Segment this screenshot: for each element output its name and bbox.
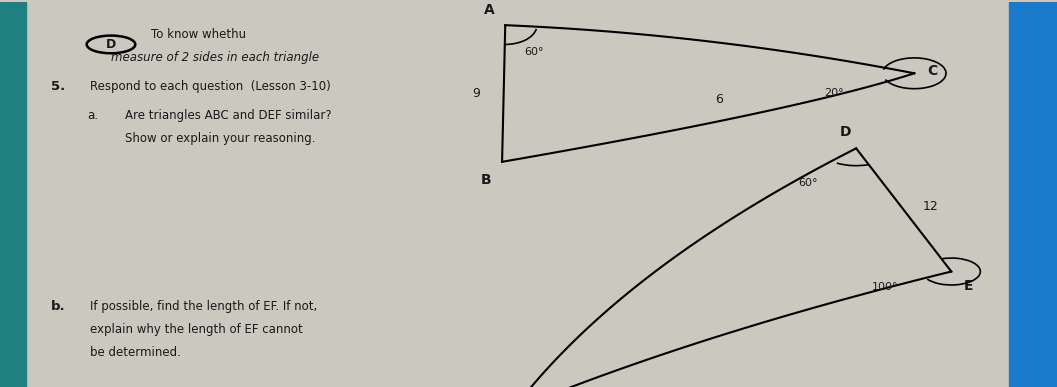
Text: b.: b. [51, 300, 66, 313]
Bar [1009, 2, 1057, 387]
Text: 20°: 20° [824, 87, 845, 98]
Text: measure of 2 sides in each triangle: measure of 2 sides in each triangle [111, 51, 319, 64]
Text: 60°: 60° [798, 178, 817, 188]
Text: Show or explain your reasoning.: Show or explain your reasoning. [125, 132, 315, 145]
Text: explain why the length of EF cannot: explain why the length of EF cannot [90, 323, 302, 336]
Text: D: D [839, 125, 851, 139]
Text: 5.: 5. [51, 80, 64, 93]
Text: D: D [106, 38, 116, 51]
Text: E: E [964, 279, 973, 293]
Text: A: A [484, 3, 495, 17]
Text: 9: 9 [472, 87, 480, 100]
Text: If possible, find the length of EF. If not,: If possible, find the length of EF. If n… [90, 300, 317, 313]
Bar [0, 2, 26, 387]
Text: C: C [927, 64, 938, 78]
Text: 60°: 60° [524, 47, 543, 57]
Text: Respond to each question  (Lesson 3-10): Respond to each question (Lesson 3-10) [90, 80, 331, 93]
Text: 6: 6 [715, 93, 723, 106]
Text: 100°: 100° [872, 282, 898, 292]
Text: Are triangles ABC and DEF similar?: Are triangles ABC and DEF similar? [125, 109, 331, 122]
Text: 12: 12 [923, 200, 939, 212]
Text: To know whethu: To know whethu [151, 28, 246, 41]
Text: be determined.: be determined. [90, 346, 181, 359]
Text: B: B [481, 173, 492, 187]
Text: a.: a. [88, 109, 98, 122]
